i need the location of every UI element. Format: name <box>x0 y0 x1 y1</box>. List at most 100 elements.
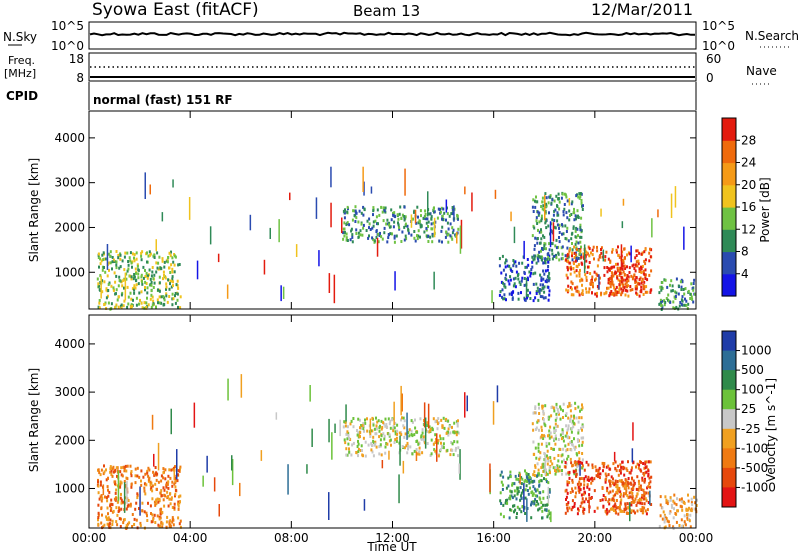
velocity-echo-cell <box>670 503 673 507</box>
power-echo-cell <box>393 236 396 240</box>
power-echo-cell <box>379 231 381 235</box>
power-echo-cell <box>558 226 560 230</box>
x-tick-label: 04:00 <box>173 531 208 545</box>
velocity-echo-cell <box>554 472 557 476</box>
power-echo-cell <box>520 291 522 295</box>
power-echo-cell <box>365 229 368 232</box>
velocity-echo-cell <box>107 516 110 520</box>
power-echo-streak <box>289 192 291 201</box>
power-echo-cell <box>503 293 506 297</box>
power-echo-cell <box>608 268 611 272</box>
power-echo-cell <box>422 216 425 220</box>
power-echo-cell <box>577 215 580 219</box>
power-echo-cell <box>544 209 547 213</box>
velocity-echo-cell <box>537 419 540 423</box>
power-echo-cell <box>619 279 621 283</box>
power-echo-cell <box>660 285 663 289</box>
velocity-echo-cell <box>630 468 633 472</box>
velocity-echo-cell <box>421 428 424 432</box>
velocity-echo-cell <box>564 461 567 464</box>
power-echo-cell <box>574 253 577 257</box>
velocity-echo-cell <box>437 417 440 421</box>
velocity-echo-cell <box>509 497 512 501</box>
velocity-echo-streak <box>547 486 550 504</box>
velocity-echo-cell <box>542 437 545 440</box>
power-echo-cell <box>612 291 615 295</box>
velocity-echo-cell <box>540 425 543 429</box>
velocity-echo-streak <box>328 418 330 443</box>
power-echo-cell <box>432 209 435 212</box>
velocity-echo-cell <box>531 479 534 483</box>
power-echo-cell <box>120 306 123 310</box>
power-echo-cell <box>520 279 523 283</box>
power-echo-cell <box>372 238 375 242</box>
velocity-echo-cell <box>539 491 542 495</box>
power-echo-cell <box>439 210 442 214</box>
velocity-echo-cell <box>547 509 550 513</box>
power-echo-cell <box>646 278 649 282</box>
velocity-echo-streak <box>424 417 427 449</box>
power-echo-cell <box>505 258 507 262</box>
velocity-echo-streak <box>193 402 196 428</box>
velocity-echo-cell <box>631 495 634 499</box>
velocity-echo-cell <box>372 435 375 439</box>
velocity-echo-cell <box>537 468 540 472</box>
velocity-echo-cell <box>553 426 556 430</box>
power-echo-cell <box>443 211 446 215</box>
velocity-echo-cell <box>416 439 419 443</box>
velocity-echo-cell <box>559 407 562 411</box>
power-echo-cell <box>445 218 447 222</box>
power-echo-cell <box>392 213 395 217</box>
velocity-echo-cell <box>680 497 683 501</box>
power-echo-cell <box>416 205 419 209</box>
power-echo-cell <box>120 303 123 307</box>
power-echo-cell <box>424 217 427 221</box>
power-echo-cell <box>404 222 407 226</box>
power-echo-cell <box>574 259 577 263</box>
velocity-echo-cell <box>126 522 129 526</box>
power-echo-cell <box>115 303 118 307</box>
velocity-echo-cell <box>357 417 360 421</box>
velocity-echo-cell <box>549 456 552 460</box>
velocity-echo-cell <box>581 466 584 470</box>
velocity-echo-cell <box>678 498 681 502</box>
velocity-echo-cell <box>439 434 441 438</box>
velocity-echo-cell <box>515 497 518 501</box>
velocity-echo-cell <box>555 405 558 409</box>
velocity-echo-cell <box>545 471 548 475</box>
power-echo-cell <box>571 254 573 258</box>
power-echo-cell <box>451 237 454 241</box>
colorbar-tick-label: 24 <box>741 156 756 170</box>
power-echo-cell <box>342 231 345 235</box>
velocity-echo-cell <box>371 444 373 447</box>
velocity-echo-cell <box>387 432 390 436</box>
power-echo-cell <box>165 285 168 289</box>
velocity-echo-cell <box>534 489 537 493</box>
power-echo-cell <box>587 290 590 294</box>
power-echo-cell <box>157 288 159 292</box>
velocity-echo-cell <box>359 449 362 452</box>
power-echo-cell <box>561 256 564 260</box>
velocity-echo-cell <box>575 416 578 420</box>
power-echo-cell <box>516 274 519 277</box>
velocity-echo-cell <box>647 469 650 473</box>
power-echo-cell <box>420 214 422 218</box>
velocity-echo-cell <box>578 457 581 461</box>
nave-right-tick-bottom: 0 <box>706 71 714 85</box>
velocity-echo-cell <box>630 503 633 507</box>
velocity-echo-cell <box>421 451 424 455</box>
power-echo-cell <box>140 301 143 305</box>
power-echo-cell <box>539 241 542 245</box>
power-echo-cell <box>377 240 380 244</box>
power-echo-cell <box>570 267 573 271</box>
velocity-echo-cell <box>130 485 133 489</box>
velocity-echo-cell <box>581 403 583 407</box>
power-echo-cell <box>417 215 419 219</box>
power-echo-cell <box>585 278 588 282</box>
power-echo-cell <box>115 263 118 267</box>
velocity-echo-cell <box>566 457 569 461</box>
power-echo-cell <box>587 265 589 269</box>
velocity-echo-cell <box>163 493 166 497</box>
velocity-echo-cell <box>112 509 115 513</box>
velocity-echo-cell <box>614 482 617 486</box>
